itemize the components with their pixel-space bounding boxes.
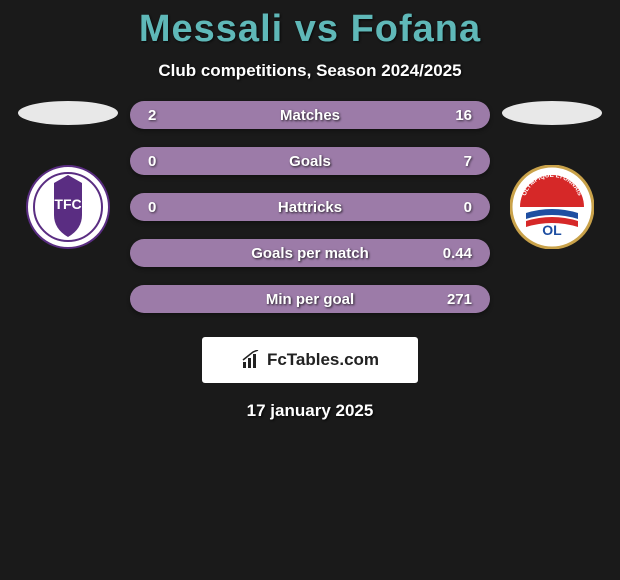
left-player-avatar bbox=[18, 101, 118, 125]
page-title: Messali vs Fofana bbox=[0, 8, 620, 51]
right-player-col: OLYMPIQUE LYONNAIS OL bbox=[502, 101, 602, 249]
stat-left-value: 2 bbox=[148, 107, 178, 124]
stat-label: Matches bbox=[280, 107, 340, 124]
right-club-badge: OLYMPIQUE LYONNAIS OL bbox=[510, 165, 594, 249]
stat-label: Hattricks bbox=[278, 199, 342, 216]
stat-label: Goals bbox=[289, 153, 331, 170]
ol-badge-icon: OLYMPIQUE LYONNAIS OL bbox=[510, 165, 594, 249]
left-player-col: TFC bbox=[18, 101, 118, 249]
left-club-badge: TFC bbox=[26, 165, 110, 249]
svg-text:TFC: TFC bbox=[54, 196, 81, 212]
stat-row-goals: 0 Goals 7 bbox=[130, 147, 490, 175]
stats-column: 2 Matches 16 0 Goals 7 0 Hattricks 0 Goa… bbox=[130, 101, 490, 313]
page-subtitle: Club competitions, Season 2024/2025 bbox=[0, 61, 620, 81]
stat-row-goals-per-match: Goals per match 0.44 bbox=[130, 239, 490, 267]
svg-text:OL: OL bbox=[542, 222, 562, 238]
main-area: TFC 2 Matches 16 0 Goals 7 0 Hattricks 0 bbox=[0, 101, 620, 313]
stat-row-matches: 2 Matches 16 bbox=[130, 101, 490, 129]
branding-text: FcTables.com bbox=[267, 350, 379, 370]
chart-icon bbox=[241, 350, 261, 370]
comparison-card: Messali vs Fofana Club competitions, Sea… bbox=[0, 0, 620, 421]
stat-label: Goals per match bbox=[251, 245, 369, 262]
stat-row-min-per-goal: Min per goal 271 bbox=[130, 285, 490, 313]
date-label: 17 january 2025 bbox=[0, 401, 620, 421]
branding-box[interactable]: FcTables.com bbox=[202, 337, 418, 383]
tfc-badge-icon: TFC bbox=[26, 165, 110, 249]
right-player-avatar bbox=[502, 101, 602, 125]
stat-label: Min per goal bbox=[266, 291, 354, 308]
stat-row-hattricks: 0 Hattricks 0 bbox=[130, 193, 490, 221]
stat-right-value: 7 bbox=[442, 153, 472, 170]
stat-left-value: 0 bbox=[148, 199, 178, 216]
stat-right-value: 0.44 bbox=[442, 245, 472, 262]
stat-right-value: 0 bbox=[442, 199, 472, 216]
stat-right-value: 16 bbox=[442, 107, 472, 124]
stat-right-value: 271 bbox=[442, 291, 472, 308]
stat-left-value: 0 bbox=[148, 153, 178, 170]
